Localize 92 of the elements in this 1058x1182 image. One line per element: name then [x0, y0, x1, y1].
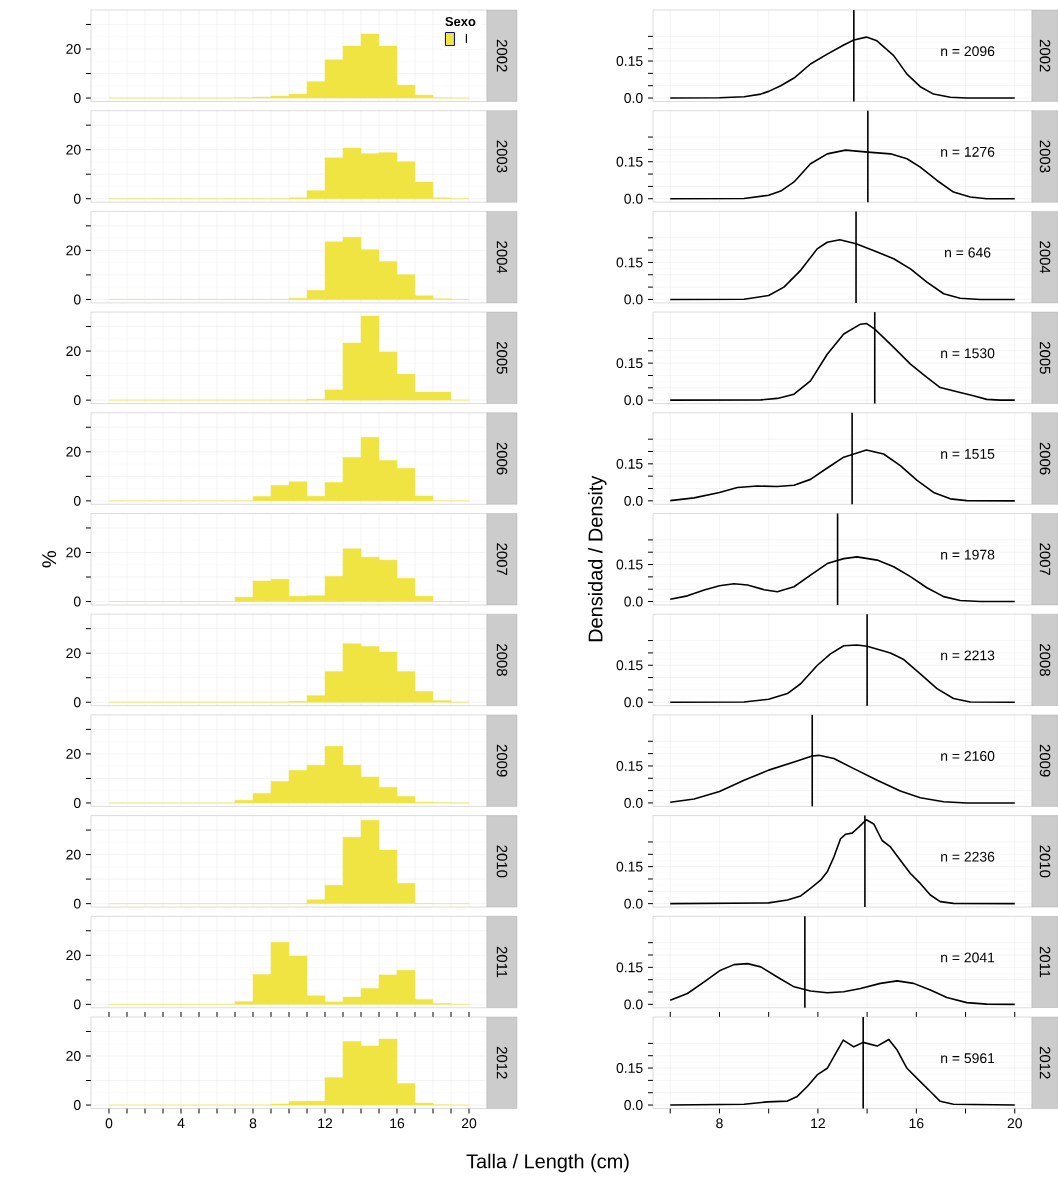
annotation: n = 5961	[941, 1053, 995, 1064]
y-tick-label: 0.0	[624, 596, 643, 607]
y-tick-label: 0.15	[616, 56, 643, 66]
y-tick-label: 0.15	[616, 962, 643, 973]
text: 2011	[496, 946, 508, 978]
text: 2006	[496, 442, 508, 475]
y-tick-label: 20	[66, 144, 81, 155]
x-tick-label: 16	[390, 1118, 405, 1129]
text: 2005	[496, 341, 508, 374]
annotation: n = 1530	[941, 348, 995, 359]
text: 2008	[1039, 644, 1051, 676]
text: 2003	[1039, 140, 1051, 173]
x-tick-label: 20	[1007, 1118, 1022, 1129]
text: 2008	[496, 644, 508, 676]
y-axis-title: Densidad / Density	[587, 475, 607, 642]
x-tick-label: 8	[249, 1118, 257, 1129]
y-tick-label: 20	[66, 44, 81, 54]
y-tick-label: 20	[66, 748, 81, 759]
text: 2002	[1039, 39, 1051, 72]
y-tick-label: 0	[73, 798, 81, 808]
y-tick-label: 0.0	[624, 395, 643, 406]
y-tick-label: 0.15	[616, 861, 643, 872]
legend-label: I	[465, 34, 468, 43]
text: 2002	[496, 39, 508, 72]
text: 2007	[496, 543, 508, 576]
y-tick-label: 0.15	[616, 156, 643, 167]
annotation: n = 2096	[941, 46, 995, 57]
annotation: n = 1978	[941, 549, 995, 560]
text: 2006	[1039, 442, 1051, 475]
y-axis-title: %	[42, 551, 57, 568]
y-tick-label: 0.15	[616, 660, 643, 671]
y-tick-label: 0	[73, 1100, 81, 1110]
x-tick-label: 0	[105, 1118, 113, 1129]
y-tick-label: 0.0	[624, 697, 643, 708]
y-tick-label: 20	[66, 245, 81, 256]
text: 2004	[1039, 241, 1051, 274]
y-tick-label: 0.0	[624, 898, 643, 909]
legend-title: Sexo	[445, 16, 476, 27]
annotation: n = 646	[945, 247, 991, 258]
text: 2010	[1039, 845, 1051, 878]
text: 2012	[496, 1046, 508, 1079]
y-tick-label: 0.0	[624, 193, 643, 204]
text: 2011	[1039, 946, 1051, 978]
y-tick-label: 0.0	[624, 999, 643, 1010]
y-tick-label: 0	[73, 93, 81, 103]
text: 2009	[496, 744, 508, 777]
y-tick-label: 0.15	[616, 458, 643, 469]
x-tick-label: 4	[177, 1118, 185, 1128]
y-tick-label: 20	[66, 446, 81, 457]
text: 2005	[1039, 341, 1051, 374]
y-tick-label: 0.15	[616, 257, 643, 268]
y-tick-label: 0.15	[616, 760, 643, 771]
annotation: n = 2041	[941, 952, 995, 963]
y-tick-label: 0	[73, 596, 81, 607]
text: 2004	[496, 241, 508, 274]
x-tick-label: 8	[716, 1118, 723, 1129]
y-tick-label: 0.15	[616, 1063, 643, 1073]
y-tick-label: 20	[66, 849, 81, 860]
text: 2003	[496, 140, 508, 173]
text: 2007	[1039, 543, 1051, 576]
text: 2009	[1039, 744, 1051, 777]
y-tick-label: 0	[73, 395, 81, 406]
y-tick-label: 0	[73, 697, 81, 708]
y-tick-label: 0	[73, 898, 81, 909]
annotation: n = 2160	[941, 751, 995, 762]
y-tick-label: 0.0	[624, 495, 643, 506]
x-axis-title: Talla / Length (cm)	[466, 1153, 629, 1173]
x-tick-label: 16	[909, 1118, 924, 1129]
annotation: n = 2213	[941, 650, 995, 661]
annotation: n = 1515	[941, 449, 995, 459]
y-tick-label: 20	[66, 950, 81, 961]
y-tick-label: 20	[66, 1051, 81, 1061]
y-tick-label: 20	[66, 547, 81, 558]
x-tick-label: 12	[811, 1118, 825, 1129]
annotation: n = 2236	[941, 851, 995, 862]
text: 2012	[1039, 1046, 1051, 1079]
y-tick-label: 0.0	[624, 93, 643, 103]
y-tick-label: 0	[73, 999, 81, 1010]
y-tick-label: 0.15	[616, 358, 643, 369]
text: 2010	[496, 845, 508, 878]
y-tick-label: 0.0	[624, 294, 643, 305]
x-tick-label: 12	[318, 1118, 333, 1129]
x-tick-label: 20	[461, 1118, 477, 1129]
y-tick-label: 0.0	[624, 1100, 643, 1110]
y-tick-label: 0.15	[616, 559, 643, 570]
y-tick-label: 0	[73, 294, 81, 305]
y-tick-label: 20	[66, 346, 81, 357]
y-tick-label: 0.0	[624, 797, 643, 808]
y-tick-label: 0	[73, 495, 81, 506]
y-tick-label: 0	[73, 193, 81, 204]
y-tick-label: 20	[66, 648, 81, 659]
annotation: n = 1276	[941, 146, 995, 157]
